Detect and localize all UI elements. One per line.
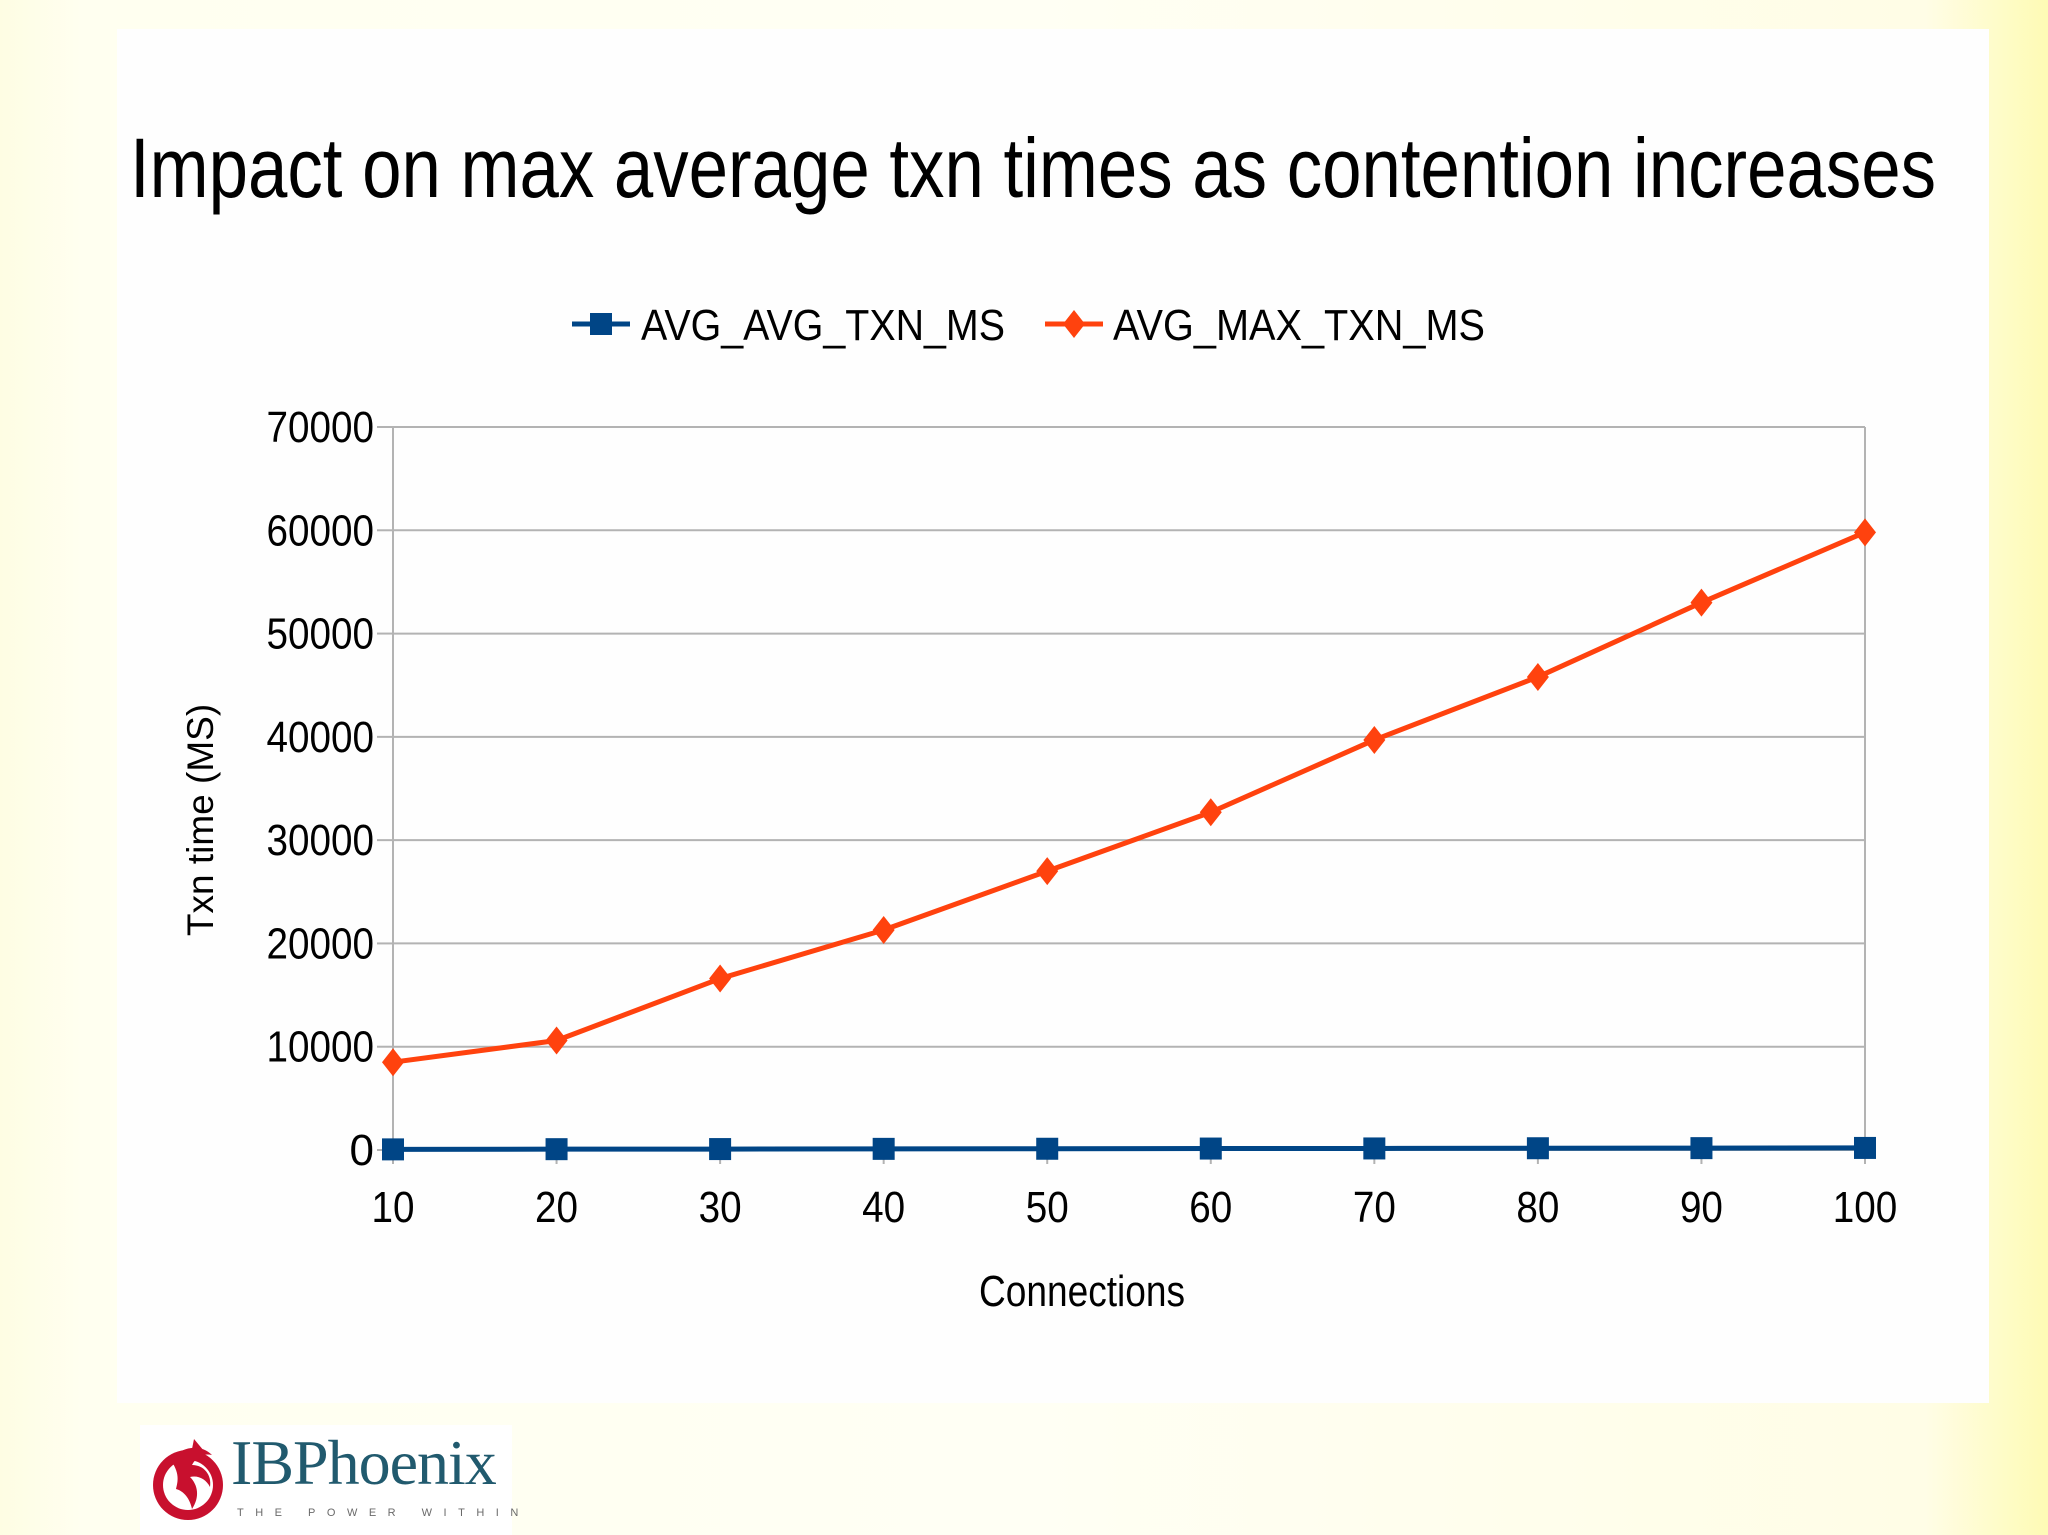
data-point bbox=[1854, 518, 1876, 547]
x-tick-label: 90 bbox=[1680, 1183, 1723, 1232]
data-point bbox=[709, 964, 732, 993]
data-point bbox=[1363, 725, 1386, 754]
x-tick-label: 40 bbox=[862, 1183, 905, 1232]
data-point bbox=[709, 1138, 732, 1161]
data-point bbox=[1854, 1136, 1876, 1159]
x-tick-label: 80 bbox=[1516, 1183, 1559, 1232]
data-point bbox=[1363, 1137, 1386, 1160]
y-tick-label: 20000 bbox=[267, 919, 375, 968]
x-tick-label: 100 bbox=[1833, 1183, 1898, 1232]
x-tick-label: 10 bbox=[372, 1183, 415, 1232]
data-point bbox=[1199, 1137, 1222, 1160]
data-point bbox=[1690, 1137, 1713, 1160]
data-point bbox=[545, 1026, 568, 1055]
y-tick-label: 0 bbox=[350, 1126, 374, 1175]
data-point bbox=[1036, 1137, 1059, 1160]
data-point bbox=[872, 916, 895, 945]
legend-label: AVG_MAX_TXN_MS bbox=[1113, 301, 1485, 350]
y-tick-labels: 0 10000 20000 30000 40000 50000 60000 70000 bbox=[267, 403, 375, 1175]
ibphoenix-logo: IBPhoenix THE POWER WITHIN bbox=[140, 1425, 518, 1535]
series-line bbox=[392, 530, 1866, 1065]
data-point bbox=[545, 1138, 568, 1161]
data-point bbox=[382, 1048, 404, 1077]
data-point bbox=[1690, 588, 1713, 617]
series-AVG_AVG_TXN_MS bbox=[382, 1136, 1876, 1161]
legend-marker bbox=[590, 313, 612, 335]
x-tick-label: 70 bbox=[1353, 1183, 1396, 1232]
legend: AVG_AVG_TXN_MS AVG_MAX_TXN_MS bbox=[572, 301, 1485, 350]
x-tick-label: 50 bbox=[1026, 1183, 1069, 1232]
data-point bbox=[1526, 1137, 1549, 1160]
data-point bbox=[1036, 857, 1059, 886]
x-tick-labels: 10 20 30 40 50 60 70 80 90 100 bbox=[372, 1183, 1898, 1232]
legend-label: AVG_AVG_TXN_MS bbox=[641, 301, 1005, 350]
y-tick-label: 60000 bbox=[267, 506, 375, 555]
y-tick-label: 30000 bbox=[267, 816, 375, 865]
logo-tagline: THE POWER WITHIN bbox=[237, 1507, 530, 1519]
gridlines bbox=[377, 426, 1865, 1151]
phoenix-logo-icon bbox=[153, 1439, 223, 1520]
y-tick-label: 10000 bbox=[267, 1023, 375, 1072]
x-tick-label: 60 bbox=[1189, 1183, 1232, 1232]
data-point bbox=[1526, 662, 1549, 691]
x-tick-label: 30 bbox=[699, 1183, 742, 1232]
y-tick-label: 70000 bbox=[267, 403, 375, 452]
legend-item: AVG_AVG_TXN_MS bbox=[572, 301, 1005, 350]
y-tick-label: 40000 bbox=[267, 713, 375, 762]
y-tick-label: 50000 bbox=[267, 610, 375, 659]
legend-marker bbox=[1063, 310, 1085, 338]
data-point bbox=[382, 1138, 404, 1161]
slide-panel bbox=[117, 29, 1989, 1403]
x-axis-label: Connections bbox=[979, 1267, 1185, 1316]
y-axis-label: Txn time (MS) bbox=[180, 704, 221, 936]
legend-item: AVG_MAX_TXN_MS bbox=[1045, 301, 1485, 350]
axes bbox=[392, 427, 1866, 1164]
chart-title: Impact on max average txn times as conte… bbox=[130, 121, 1936, 215]
series bbox=[382, 518, 1876, 1161]
data-point bbox=[1199, 798, 1222, 827]
logo-text: IBPhoenix bbox=[231, 1427, 497, 1498]
data-point bbox=[872, 1137, 895, 1160]
series-line bbox=[392, 1145, 1866, 1152]
series-AVG_MAX_TXN_MS bbox=[382, 518, 1876, 1077]
x-tick-label: 20 bbox=[535, 1183, 578, 1232]
